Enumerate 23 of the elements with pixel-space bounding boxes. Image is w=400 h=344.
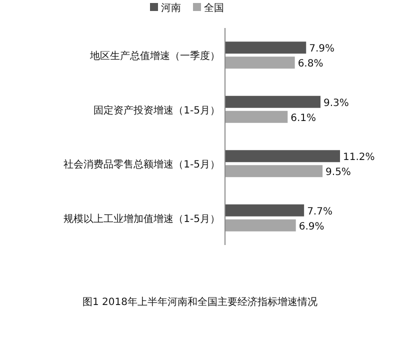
y-tick-label: 固定资产投资增速（1-5月） bbox=[94, 104, 220, 116]
legend-label: 全国 bbox=[204, 2, 224, 14]
data-label: 7.7% bbox=[307, 206, 332, 218]
y-tick-label: 地区生产总值增速（一季度） bbox=[89, 50, 220, 62]
bar bbox=[225, 110, 288, 123]
data-label: 9.5% bbox=[326, 167, 351, 178]
text: 图1 2018年上半年河南和全国主要经济指标增速情况 bbox=[82, 296, 318, 308]
bar bbox=[225, 150, 340, 162]
legend-label: 河南 bbox=[161, 2, 181, 14]
bar bbox=[225, 96, 320, 108]
data-label: 9.3% bbox=[323, 98, 349, 109]
bar bbox=[225, 219, 296, 232]
data-label: 11.2% bbox=[343, 152, 375, 164]
bar bbox=[225, 42, 306, 54]
data-label: 6.1% bbox=[290, 112, 316, 124]
data-label: 6.8% bbox=[298, 58, 324, 70]
bar bbox=[225, 56, 295, 69]
data-label: 7.9% bbox=[309, 44, 335, 55]
bar bbox=[225, 204, 304, 216]
data-label: 6.9% bbox=[298, 221, 324, 232]
y-tick-label: 社会消费品零售总额增速（1-5月） bbox=[64, 158, 220, 171]
y-tick-label: 规模以上工业增加值增速（1-5月） bbox=[64, 212, 220, 225]
bar bbox=[225, 165, 323, 178]
